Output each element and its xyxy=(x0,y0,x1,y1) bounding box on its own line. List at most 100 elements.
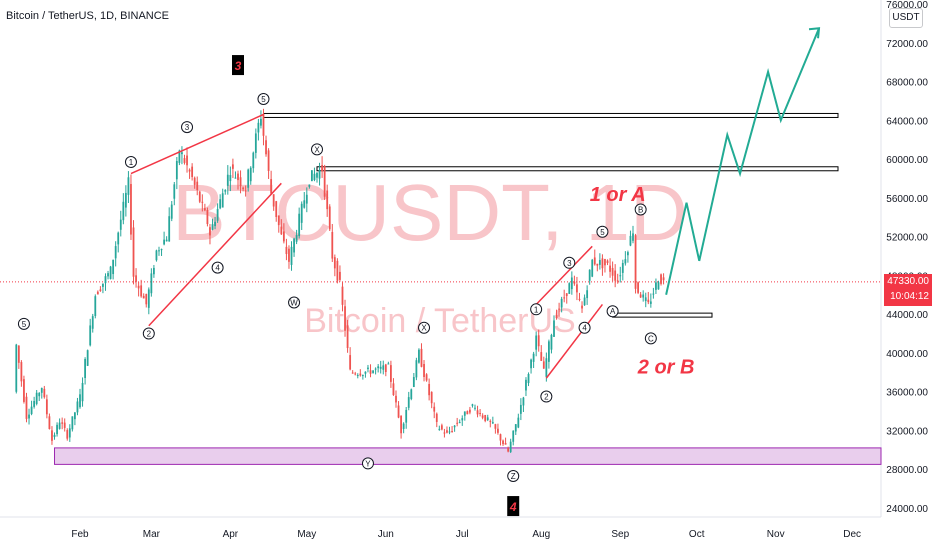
candle-body xyxy=(254,133,257,153)
currency-badge[interactable]: USDT xyxy=(889,8,923,28)
candle-body xyxy=(239,177,242,187)
trend-line[interactable] xyxy=(545,304,604,379)
candle-body xyxy=(410,389,413,399)
x-tick-label: Feb xyxy=(71,529,89,540)
minor-level[interactable] xyxy=(612,312,713,318)
candle-body xyxy=(553,320,555,337)
candle-body xyxy=(392,383,395,396)
wave-label[interactable]: B xyxy=(634,203,647,216)
wave-label[interactable]: W xyxy=(288,296,301,309)
candle-body xyxy=(476,410,479,415)
candle-body xyxy=(537,335,540,347)
candle-body xyxy=(372,370,374,373)
wave-label[interactable]: 2 xyxy=(142,327,155,340)
wave-label-text: X xyxy=(421,324,427,333)
y-tick-label: 60000.00 xyxy=(886,155,928,166)
candle-body xyxy=(119,219,122,230)
candle-body xyxy=(117,232,120,245)
wave-degree-badge[interactable]: 3 xyxy=(232,55,244,76)
wave-label[interactable]: 1 xyxy=(530,303,543,316)
candle-body xyxy=(79,394,81,408)
x-tick-label: Mar xyxy=(143,529,161,540)
wave-label[interactable]: 3 xyxy=(563,256,576,269)
wave-label[interactable]: C xyxy=(644,332,657,345)
candle-body xyxy=(203,208,206,211)
candle-body xyxy=(609,265,611,272)
candle-body xyxy=(555,315,558,319)
candle-body xyxy=(165,239,168,242)
trend-line[interactable] xyxy=(535,245,593,305)
wave-label[interactable]: 5 xyxy=(17,317,30,330)
candle-body xyxy=(252,152,255,169)
resistance-level[interactable] xyxy=(262,112,839,118)
candle-body xyxy=(369,370,372,374)
candle-body xyxy=(45,399,48,415)
trend-line[interactable] xyxy=(130,113,264,175)
candle-body xyxy=(51,430,53,441)
candle-body xyxy=(168,216,171,242)
candle-body xyxy=(573,281,576,284)
wave-label-text: 5 xyxy=(261,95,266,104)
candle-body xyxy=(99,289,102,291)
candle-body xyxy=(448,431,451,433)
resistance-level[interactable] xyxy=(316,166,839,172)
candle-body xyxy=(262,113,265,136)
candle-body xyxy=(232,164,234,169)
candle-body xyxy=(160,249,163,251)
candle-body xyxy=(181,152,183,155)
x-tick-label: Apr xyxy=(223,529,239,540)
candle-body xyxy=(458,422,461,424)
candle-body xyxy=(175,161,178,180)
candle-body xyxy=(53,434,56,437)
wave-label[interactable]: 3 xyxy=(181,121,194,134)
candle-body xyxy=(272,194,275,207)
candle-body xyxy=(621,263,624,273)
candle-body xyxy=(186,155,188,166)
candle-body xyxy=(540,352,543,361)
candle-body xyxy=(198,191,201,202)
candle-body xyxy=(662,277,665,281)
candle-body xyxy=(563,297,566,299)
wave-degree-badge[interactable]: 4 xyxy=(507,496,520,517)
y-tick-label: 40000.00 xyxy=(886,349,928,360)
candle-body xyxy=(351,372,354,374)
x-tick-label: Jun xyxy=(378,529,394,540)
support-zone[interactable] xyxy=(54,447,882,465)
candle-body xyxy=(374,368,377,370)
candle-body xyxy=(216,209,219,221)
wave-label[interactable]: 4 xyxy=(211,261,224,274)
candle-body xyxy=(542,361,545,369)
candle-body xyxy=(527,374,530,384)
wave-label[interactable]: Z xyxy=(507,470,520,483)
wave-label[interactable]: 4 xyxy=(578,321,591,334)
y-tick-label: 72000.00 xyxy=(886,39,928,50)
candle-body xyxy=(211,224,214,230)
wave-label[interactable]: 5 xyxy=(257,92,270,105)
candle-body xyxy=(303,200,306,208)
wave-label[interactable]: Y xyxy=(361,457,374,470)
wave-label[interactable]: X xyxy=(418,321,431,334)
candle-body xyxy=(402,423,405,430)
candle-body xyxy=(644,297,647,302)
scenario-label[interactable]: 2 or B xyxy=(637,356,695,378)
candle-body xyxy=(558,308,560,310)
wave-label[interactable]: 2 xyxy=(540,390,553,403)
trend-line[interactable] xyxy=(148,182,282,327)
candle-body xyxy=(576,284,578,293)
scenario-label[interactable]: 1 or A xyxy=(590,184,646,206)
candle-body xyxy=(474,407,476,409)
projection-path[interactable] xyxy=(665,27,820,295)
candle-body xyxy=(321,165,323,172)
candle-body xyxy=(514,424,517,432)
candle-body xyxy=(423,363,425,377)
wave-label[interactable]: A xyxy=(606,305,619,318)
wave-label[interactable]: X xyxy=(311,143,323,156)
candle-body xyxy=(420,348,423,367)
candle-body xyxy=(219,199,222,209)
wave-label[interactable]: 5 xyxy=(596,225,609,238)
candle-body xyxy=(581,305,583,309)
wave-label[interactable]: 1 xyxy=(124,155,137,168)
candle-body xyxy=(384,364,387,373)
candle-body xyxy=(583,297,586,306)
